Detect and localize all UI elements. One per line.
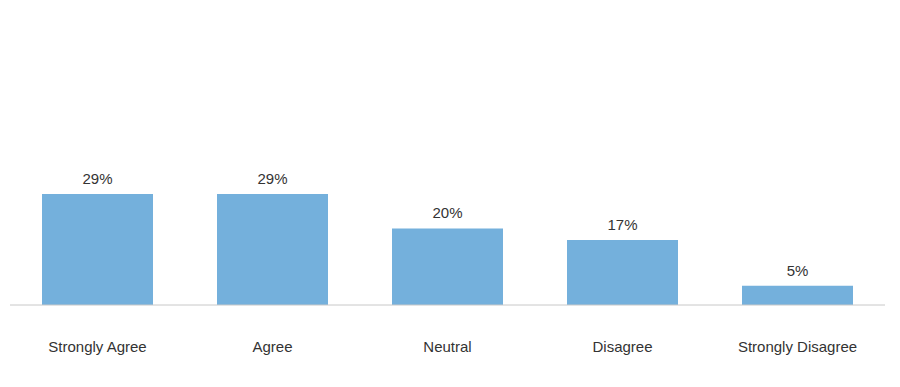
svg-text:Neutral: Neutral xyxy=(423,338,471,355)
svg-text:17%: 17% xyxy=(607,216,637,233)
svg-text:Strongly Disagree: Strongly Disagree xyxy=(738,338,857,355)
svg-text:29%: 29% xyxy=(82,170,112,187)
svg-text:Strongly Agree: Strongly Agree xyxy=(48,338,146,355)
svg-text:20%: 20% xyxy=(432,204,462,221)
svg-text:Disagree: Disagree xyxy=(592,338,652,355)
svg-text:5%: 5% xyxy=(787,262,809,279)
svg-text:Agree: Agree xyxy=(252,338,292,355)
svg-text:29%: 29% xyxy=(257,170,287,187)
